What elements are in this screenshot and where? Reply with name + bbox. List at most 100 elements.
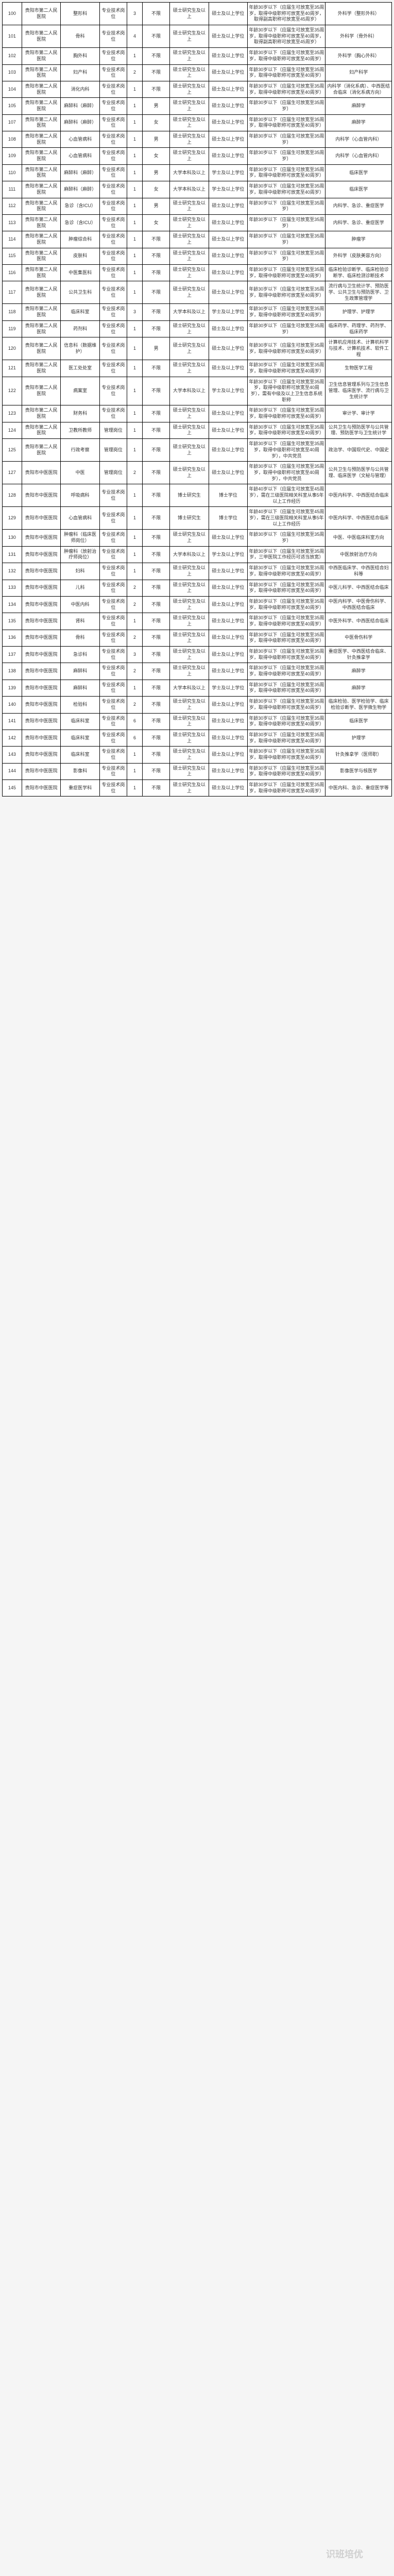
cell-major: 内科学、急诊、重症医学 xyxy=(326,198,392,214)
cell-age: 年龄30岁以下（应届生可放宽至35周岁，取得中级职称可放宽至40周岁） xyxy=(248,360,326,377)
cell-gender: 不限 xyxy=(143,231,170,248)
cell-degree1: 硕士研究生及以上 xyxy=(170,462,209,484)
cell-degree2: 学士及以上学位 xyxy=(209,377,248,405)
cell-org: 贵阳市中医医院 xyxy=(22,680,61,696)
cell-idx: 127 xyxy=(3,462,22,484)
cell-age: 年龄30岁以下（应届生可放宽至35周岁，取得中级职称可放宽至40周岁） xyxy=(248,48,326,64)
cell-degree2: 硕士及以上学位 xyxy=(209,214,248,231)
cell-age: 年龄30岁以下（应届生可放宽至35周岁，取得中级职称可放宽至40周岁） xyxy=(248,580,326,596)
cell-count: 6 xyxy=(127,730,142,746)
cell-degree2: 博士学位 xyxy=(209,507,248,530)
cell-degree1: 硕士研究生及以上 xyxy=(170,360,209,377)
table-row: 139贵阳市中医医院麻醉科专业技术岗位1不限大学本科及以上学士及以上学位年龄30… xyxy=(3,680,392,696)
cell-org: 贵阳市中医医院 xyxy=(22,713,61,730)
cell-dept: 心血管病科 xyxy=(61,507,100,530)
cell-dept: 麻醉科（麻醉） xyxy=(61,98,100,114)
cell-dept: 呼吸病科 xyxy=(61,484,100,507)
cell-major: 政治学、中国现代史、中国史 xyxy=(326,439,392,462)
cell-age: 年龄30岁以下（应届生可放宽至35周岁，取得中级职称可放宽至40周岁，取得副高职… xyxy=(248,3,326,25)
cell-major: 外科学（整形外科） xyxy=(326,3,392,25)
cell-dept: 急诊科 xyxy=(61,647,100,663)
cell-jobtype: 专业技术岗位 xyxy=(99,231,127,248)
cell-degree2: 硕士及以上学位 xyxy=(209,462,248,484)
cell-degree2: 硕士及以上学位 xyxy=(209,763,248,779)
cell-idx: 125 xyxy=(3,439,22,462)
cell-major: 中西医临床学、中西医结合妇科等 xyxy=(326,563,392,580)
cell-gender: 不限 xyxy=(143,507,170,530)
cell-degree2: 学士及以上学位 xyxy=(209,164,248,181)
cell-jobtype: 专业技术岗位 xyxy=(99,304,127,320)
cell-count: 1 xyxy=(127,360,142,377)
cell-gender: 不限 xyxy=(143,377,170,405)
cell-dept: 骨科 xyxy=(61,630,100,646)
cell-degree2: 硕士及以上学位 xyxy=(209,663,248,680)
cell-degree2: 硕士及以上学位 xyxy=(209,320,248,337)
cell-idx: 136 xyxy=(3,630,22,646)
cell-jobtype: 专业技术岗位 xyxy=(99,663,127,680)
cell-degree2: 硕士及以上学位 xyxy=(209,198,248,214)
cell-count: 1 xyxy=(127,265,142,281)
cell-major: 临床检验、医学检验学、临床检验诊断学、医学微生物学 xyxy=(326,697,392,713)
cell-jobtype: 专业技术岗位 xyxy=(99,730,127,746)
cell-gender: 不限 xyxy=(143,647,170,663)
cell-idx: 103 xyxy=(3,64,22,81)
cell-gender: 不限 xyxy=(143,713,170,730)
cell-count: 1 xyxy=(127,98,142,114)
cell-degree2: 硕士及以上学位 xyxy=(209,713,248,730)
cell-idx: 145 xyxy=(3,780,22,796)
cell-age: 年龄30岁以下（应届生可放宽至35周岁） xyxy=(248,248,326,264)
cell-major: 计算机应用技术、计算机科学与技术、计算机技术、软件工程 xyxy=(326,337,392,360)
cell-gender: 不限 xyxy=(143,563,170,580)
cell-idx: 142 xyxy=(3,730,22,746)
cell-age: 年龄30岁以下（应届生可放宽至35周岁，取得中级职称可放宽至40周岁） xyxy=(248,647,326,663)
cell-jobtype: 专业技术岗位 xyxy=(99,98,127,114)
table-row: 107贵阳市第二人民医院麻醉科（麻醉）专业技术岗位1女硕士研究生及以上硕士及以上… xyxy=(3,114,392,131)
table-row: 114贵阳市第二人民医院肿瘤综合科专业技术岗位1不限硕士研究生及以上硕士及以上学… xyxy=(3,231,392,248)
table-row: 140贵阳市中医医院检验科专业技术岗位2不限硕士研究生及以上硕士及以上学位年龄3… xyxy=(3,697,392,713)
cell-degree2: 硕士及以上学位 xyxy=(209,780,248,796)
cell-idx: 129 xyxy=(3,507,22,530)
table-row: 111贵阳市第二人民医院麻醉科（麻醉）专业技术岗位1女大学本科及以上学士及以上学… xyxy=(3,181,392,198)
cell-degree2: 硕士及以上学位 xyxy=(209,337,248,360)
table-row: 145贵阳市中医医院重症医学科专业技术岗位1不限硕士研究生及以上硕士及以上学位年… xyxy=(3,780,392,796)
cell-count: 1 xyxy=(127,613,142,630)
cell-degree2: 硕士及以上学位 xyxy=(209,64,248,81)
cell-jobtype: 专业技术岗位 xyxy=(99,181,127,198)
cell-dept: 卫教所教师 xyxy=(61,422,100,438)
cell-count: 1 xyxy=(127,422,142,438)
table-row: 133贵阳市中医医院儿科专业技术岗位2不限硕士研究生及以上硕士及以上学位年龄30… xyxy=(3,580,392,596)
cell-dept: 整形科 xyxy=(61,3,100,25)
cell-major: 公共卫生与预防医学与公共管理、预防医学与卫生统计学 xyxy=(326,422,392,438)
cell-major: 临床药学、药理学、药剂学、临床药学 xyxy=(326,320,392,337)
cell-idx: 124 xyxy=(3,422,22,438)
cell-idx: 105 xyxy=(3,98,22,114)
cell-degree2: 硕士及以上学位 xyxy=(209,422,248,438)
cell-degree1: 硕士研究生及以上 xyxy=(170,439,209,462)
cell-age: 年龄30岁以下（应届生可放宽至35周岁，取得中级职称可放宽至40周岁） xyxy=(248,181,326,198)
cell-org: 贵阳市中医医院 xyxy=(22,507,61,530)
cell-dept: 妇科 xyxy=(61,563,100,580)
cell-idx: 133 xyxy=(3,580,22,596)
cell-org: 贵阳市第二人民医院 xyxy=(22,337,61,360)
cell-age: 年龄30岁以下（应届生可放宽至35周岁，取得中级职称可放宽至40周岁） xyxy=(248,405,326,422)
cell-jobtype: 管理岗位 xyxy=(99,422,127,438)
cell-degree1: 硕士研究生及以上 xyxy=(170,405,209,422)
cell-count: 2 xyxy=(127,462,142,484)
cell-jobtype: 专业技术岗位 xyxy=(99,248,127,264)
cell-count: 1 xyxy=(127,337,142,360)
cell-gender: 不限 xyxy=(143,546,170,563)
cell-major: 中医内科学、中医骨伤科学、中西医结合临床 xyxy=(326,596,392,613)
cell-major: 内科学（心血管内科） xyxy=(326,148,392,164)
cell-org: 贵阳市第二人民医院 xyxy=(22,405,61,422)
cell-org: 贵阳市中医医院 xyxy=(22,663,61,680)
cell-dept: 病案室 xyxy=(61,377,100,405)
cell-degree2: 硕士及以上学位 xyxy=(209,613,248,630)
cell-degree2: 硕士及以上学位 xyxy=(209,231,248,248)
cell-jobtype: 专业技术岗位 xyxy=(99,281,127,304)
cell-age: 年龄30岁以下（应届生可放宽至35周岁，取得中级职称可放宽至40周岁） xyxy=(248,337,326,360)
cell-org: 贵阳市第二人民医院 xyxy=(22,304,61,320)
table-row: 108贵阳市第二人民医院心血管病科专业技术岗位1男硕士研究生及以上硕士及以上学位… xyxy=(3,131,392,148)
cell-dept: 中医集医科 xyxy=(61,265,100,281)
cell-gender: 不限 xyxy=(143,580,170,596)
cell-idx: 138 xyxy=(3,663,22,680)
